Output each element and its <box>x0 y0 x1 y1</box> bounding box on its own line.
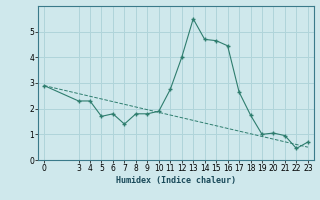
X-axis label: Humidex (Indice chaleur): Humidex (Indice chaleur) <box>116 176 236 185</box>
